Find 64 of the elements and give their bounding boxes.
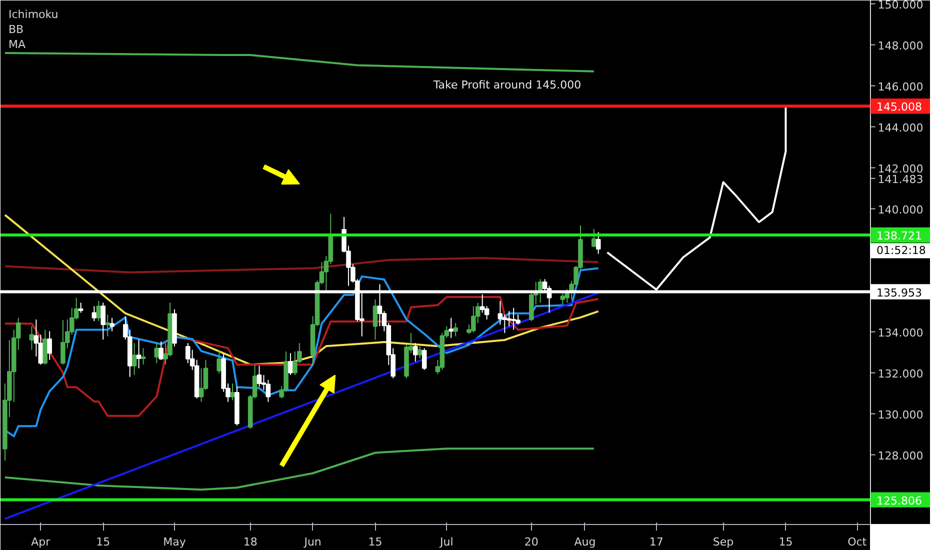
candlestick [288,352,293,376]
candlestick [266,379,271,402]
candlestick [100,302,106,340]
candlestick [78,302,84,314]
candlestick [216,349,222,374]
candlestick [417,346,422,359]
y-tick-label: 146.000 [878,80,924,94]
candlestick [506,310,512,327]
candlestick [110,317,114,332]
annotation: Ichimoku [8,8,58,21]
annotation: Take Profit around 145.000 [432,78,582,92]
y-tick-label: 128.000 [878,449,924,462]
y-tick-label: 144.000 [878,121,924,134]
x-tick-label: Apr [31,536,51,548]
text: 01:52:18 [876,244,926,258]
candlestick [453,322,458,337]
y-tick-label: 148.000 [878,39,924,52]
ref-line-label: 145.008 [876,100,922,114]
x-tick-label: Jul [439,536,454,548]
candlestick [29,326,34,350]
candlestick [230,382,235,401]
x-tick-label: 15 [96,536,110,548]
candlestick [132,342,137,376]
ref-line-label: 138.721 [876,230,922,243]
x-tick-label: 17 [649,536,664,548]
candlestick [92,306,97,322]
x-tick-label: 18 [243,536,258,548]
x-tick-label: 20 [524,536,538,548]
candlestick [256,365,262,388]
annotation: BB [8,23,24,36]
y-tick-label: 130.000 [878,408,924,422]
y-tick-label: 132.000 [878,367,924,380]
candlestick [136,339,142,369]
candlestick [105,314,110,337]
candlestick [448,317,454,338]
line-series [4,52,595,72]
y-tick-label: 134.000 [878,326,924,340]
y-tick-label: 141.483 [878,172,924,186]
x-tick-label: 15 [368,536,382,548]
candlestick [422,348,427,370]
line-series [4,448,595,491]
x-tick-label: Oct [848,536,868,548]
annotation: MA [8,38,26,51]
candlestick [591,228,596,248]
line-series [4,296,600,417]
candlestick [596,232,601,254]
candlestick [560,292,566,305]
candlestick [47,330,52,360]
line-series [4,256,600,274]
candlestick [502,314,508,334]
y-tick-label: 140.000 [878,203,924,216]
ref-line-label: 135.953 [876,286,922,300]
candlestick [140,348,146,366]
ref-line-label: 125.806 [876,494,922,508]
x-tick-label: Sep [712,536,734,548]
y-tick-label: 150.000 [878,0,924,12]
x-tick-label: May [163,536,186,548]
y-tick-label: 142.000 [878,162,924,176]
x-tick-label: Jun [303,536,322,548]
candlestick [158,340,164,360]
x-tick-label: Aug [574,536,596,548]
x-tick-label: 15 [778,536,793,548]
candlestick [372,298,378,340]
candlestick [413,342,418,362]
